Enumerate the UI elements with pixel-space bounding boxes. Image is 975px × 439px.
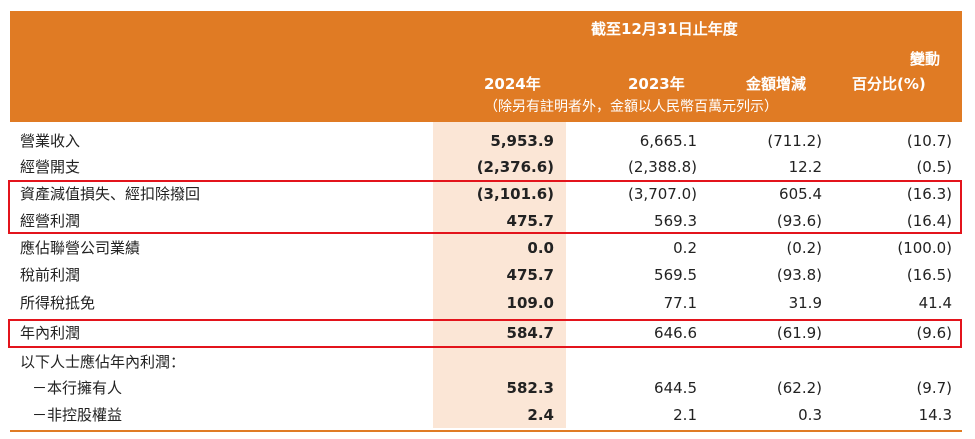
table-row: 經營利潤 475.7 569.3 (93.6) (16.4) <box>10 208 962 235</box>
table-row: 資產減值損失、經扣除撥回 (3,101.6) (3,707.0) 605.4 (16.3… <box>10 181 962 208</box>
value-change: (61.9) <box>776 324 822 342</box>
row-label: －本行擁有人 <box>32 379 123 397</box>
value-2024: 584.7 <box>506 324 554 342</box>
row-label: 以下人士應佔年內利潤： <box>20 353 186 371</box>
value-pct: (16.4) <box>906 212 952 230</box>
col-pct-header-line2: 百分比(%) <box>852 75 926 93</box>
col-2024-header: 2024年 <box>484 75 541 93</box>
table-row: 年內利潤 584.7 646.6 (61.9) (9.6) <box>10 320 962 347</box>
table-row: 營業收入 5,953.9 6,665.1 (711.2) (10.7) <box>10 128 962 155</box>
value-pct: (0.5) <box>916 158 952 176</box>
value-pct: 14.3 <box>918 406 952 424</box>
row-label: 年內利潤 <box>20 324 81 342</box>
value-2024: (2,376.6) <box>476 158 554 176</box>
value-change: 0.3 <box>798 406 822 424</box>
unit-note: （除另有註明者外，金額以人民幣百萬元列示） <box>484 99 778 115</box>
table-row: 所得稅抵免 109.0 77.1 31.9 41.4 <box>10 290 962 317</box>
value-2023: 569.5 <box>654 266 697 284</box>
value-2023: 6,665.1 <box>639 132 697 150</box>
value-2023: 77.1 <box>663 294 697 312</box>
value-2024: 0.0 <box>527 239 554 257</box>
value-2024: 582.3 <box>506 379 554 397</box>
table-row: －非控股權益 2.4 2.1 0.3 14.3 <box>10 402 962 429</box>
value-pct: (100.0) <box>897 239 952 257</box>
value-change: 12.2 <box>788 158 822 176</box>
row-label: 資產減值損失、經扣除撥回 <box>20 185 201 203</box>
period-label: 截至12月31日止年度 <box>591 20 738 38</box>
table-row: －本行擁有人 582.3 644.5 (62.2) (9.7) <box>10 375 962 402</box>
value-2023: 646.6 <box>654 324 697 342</box>
row-label: 經營利潤 <box>20 212 81 230</box>
value-2024: 109.0 <box>506 294 554 312</box>
col-change-header: 金額增減 <box>746 75 807 93</box>
value-pct: (16.3) <box>906 185 952 203</box>
value-2024: 2.4 <box>527 406 554 424</box>
value-pct: (9.7) <box>916 379 952 397</box>
value-change: (93.6) <box>776 212 822 230</box>
row-label: 營業收入 <box>20 132 81 150</box>
value-change: (93.8) <box>776 266 822 284</box>
value-change: (62.2) <box>776 379 822 397</box>
value-2023: 644.5 <box>654 379 697 397</box>
value-pct: 41.4 <box>918 294 952 312</box>
value-2024: 475.7 <box>506 212 554 230</box>
table-row: 經營開支 (2,376.6) (2,388.8) 12.2 (0.5) <box>10 154 962 181</box>
value-pct: (16.5) <box>906 266 952 284</box>
table-row: 稅前利潤 475.7 569.5 (93.8) (16.5) <box>10 262 962 289</box>
highlight-box-impairment <box>8 180 962 234</box>
value-2023: (3,707.0) <box>628 185 697 203</box>
value-2023: 0.2 <box>673 239 697 257</box>
highlight-2024-column <box>433 122 566 428</box>
table-row: 以下人士應佔年內利潤： <box>10 349 962 376</box>
value-change: (711.2) <box>767 132 822 150</box>
row-label: 所得稅抵免 <box>20 294 96 312</box>
value-change: (0.2) <box>786 239 822 257</box>
value-change: 31.9 <box>788 294 822 312</box>
row-label: 應佔聯營公司業績 <box>20 239 141 257</box>
table-header: 截至12月31日止年度 2024年 2023年 金額增減 變動 百分比(%) （… <box>10 11 962 122</box>
value-pct: (9.6) <box>916 324 952 342</box>
value-pct: (10.7) <box>906 132 952 150</box>
row-label: －非控股權益 <box>32 406 123 424</box>
value-change: 605.4 <box>779 185 822 203</box>
value-2023: 2.1 <box>673 406 697 424</box>
row-label: 稅前利潤 <box>20 266 81 284</box>
value-2023: 569.3 <box>654 212 697 230</box>
col-pct-header-line1: 變動 <box>910 50 941 68</box>
value-2024: 475.7 <box>506 266 554 284</box>
value-2024: (3,101.6) <box>476 185 554 203</box>
table-row: 應佔聯營公司業績 0.0 0.2 (0.2) (100.0) <box>10 235 962 262</box>
bottom-rule <box>10 430 962 432</box>
col-2023-header: 2023年 <box>628 75 685 93</box>
value-2023: (2,388.8) <box>628 158 697 176</box>
highlight-box-profit <box>8 319 962 348</box>
row-label: 經營開支 <box>20 158 81 176</box>
value-2024: 5,953.9 <box>490 132 554 150</box>
